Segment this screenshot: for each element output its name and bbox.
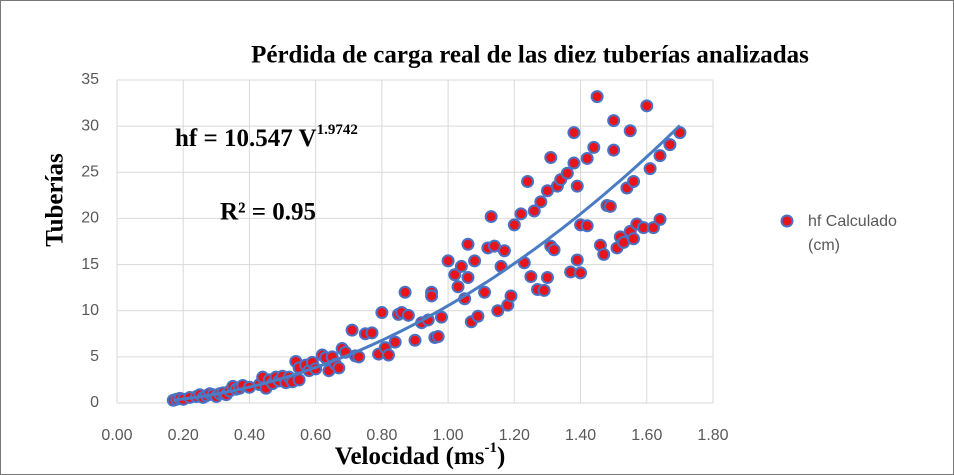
x-tick-label: 0.20: [168, 427, 199, 444]
equation-text: hf = 10.547 V: [175, 125, 317, 152]
x-tick-label: 1.00: [433, 427, 464, 444]
scatter-point: [567, 126, 581, 140]
legend-label: hf Calculado (cm): [808, 213, 897, 254]
scatter-point: [388, 335, 402, 349]
scatter-point: [580, 151, 594, 165]
scatter-point: [547, 243, 561, 257]
scatter-point: [534, 195, 548, 209]
scatter-point: [431, 330, 445, 344]
scatter-point: [478, 285, 492, 299]
scatter-point: [484, 210, 498, 224]
scatter-point: [560, 166, 574, 180]
x-label-end: ): [497, 443, 505, 470]
scatter-point: [332, 361, 346, 375]
y-tick-label: 35: [81, 71, 99, 88]
x-tick-label: 1.20: [499, 427, 530, 444]
scatter-point: [567, 156, 581, 170]
y-tick-label: 25: [81, 164, 99, 181]
legend-marker: [780, 214, 794, 228]
r-squared: R² = 0.95: [220, 199, 316, 226]
scatter-point: [623, 124, 637, 138]
trendline: [173, 124, 681, 402]
scatter-point: [507, 218, 521, 232]
x-tick-label: 1.80: [697, 427, 728, 444]
scatter-point: [375, 306, 389, 320]
scatter-point: [643, 162, 657, 176]
scatter-point: [603, 199, 617, 213]
scatter-point: [451, 280, 465, 294]
scatter-point: [514, 207, 528, 221]
y-axis-label: Tuberías: [42, 153, 69, 247]
x-tick-label: 0.80: [366, 427, 397, 444]
scatter-point: [627, 232, 641, 246]
scatter-point: [504, 289, 518, 303]
scatter-point: [640, 99, 654, 113]
scatter-point: [646, 221, 660, 235]
scatter-point: [544, 151, 558, 165]
scatter-point: [497, 244, 511, 258]
scatter-point: [607, 114, 621, 128]
x-tick-label: 0.40: [234, 427, 265, 444]
scatter-point: [401, 308, 415, 322]
y-tick-label: 10: [81, 302, 99, 319]
y-tick-label: 15: [81, 256, 99, 273]
scatter-point: [365, 326, 379, 340]
scatter-point: [471, 309, 485, 323]
scatter-point: [587, 140, 601, 154]
scatter-point: [461, 237, 475, 251]
scatter-point: [382, 348, 396, 362]
scatter-point: [408, 333, 422, 347]
x-tick-label: 0.60: [300, 427, 331, 444]
x-tick-label: 1.40: [565, 427, 596, 444]
x-label-sup: -1: [484, 440, 497, 456]
scatter-point: [527, 204, 541, 218]
scatter-point: [524, 270, 538, 284]
scatter-point: [468, 254, 482, 268]
y-tick-label: 0: [90, 394, 99, 411]
scatter-point: [461, 270, 475, 284]
x-axis-label: Velocidad (ms-1): [335, 440, 506, 469]
scatter-point: [537, 283, 551, 297]
scatter-point: [292, 373, 306, 387]
equation-exponent: 1.9742: [317, 122, 358, 138]
scatter-point: [491, 304, 505, 318]
scatter-point: [607, 143, 621, 157]
x-label-text: Velocidad (ms: [335, 443, 485, 470]
scatter-point: [441, 254, 455, 268]
scatter-point: [425, 289, 439, 303]
scatter-point: [570, 179, 584, 193]
scatter-point: [574, 266, 588, 280]
scatter-point: [653, 212, 667, 226]
scatter-point: [454, 259, 468, 273]
scatter-point: [448, 268, 462, 282]
scatter-point: [345, 323, 359, 337]
scatter-point: [434, 310, 448, 324]
scatter-point: [580, 219, 594, 233]
scatter-point: [521, 175, 535, 189]
y-tick-label: 30: [81, 117, 99, 134]
x-tick-label: 0.00: [101, 427, 132, 444]
y-tick-label: 20: [81, 210, 99, 227]
scatter-point: [663, 138, 677, 152]
y-tick-label: 5: [90, 348, 99, 365]
x-tick-label: 1.60: [631, 427, 662, 444]
scatter-point: [398, 285, 412, 299]
scatter-point: [627, 175, 641, 189]
marks: [166, 90, 687, 407]
chart-title: Pérdida de carga real de las diez tuberí…: [251, 42, 809, 69]
trendline-equation: hf = 10.547 V1.9742: [175, 122, 358, 151]
scatter-point: [653, 149, 667, 163]
scatter-point: [597, 247, 611, 261]
scatter-point: [590, 90, 604, 104]
scatter-point: [540, 270, 554, 284]
scatter-point: [570, 253, 584, 267]
